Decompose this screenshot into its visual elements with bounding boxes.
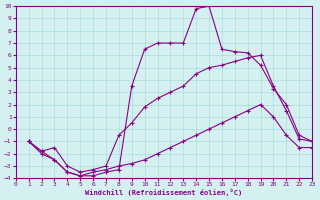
X-axis label: Windchill (Refroidissement éolien,°C): Windchill (Refroidissement éolien,°C) — [85, 189, 243, 196]
